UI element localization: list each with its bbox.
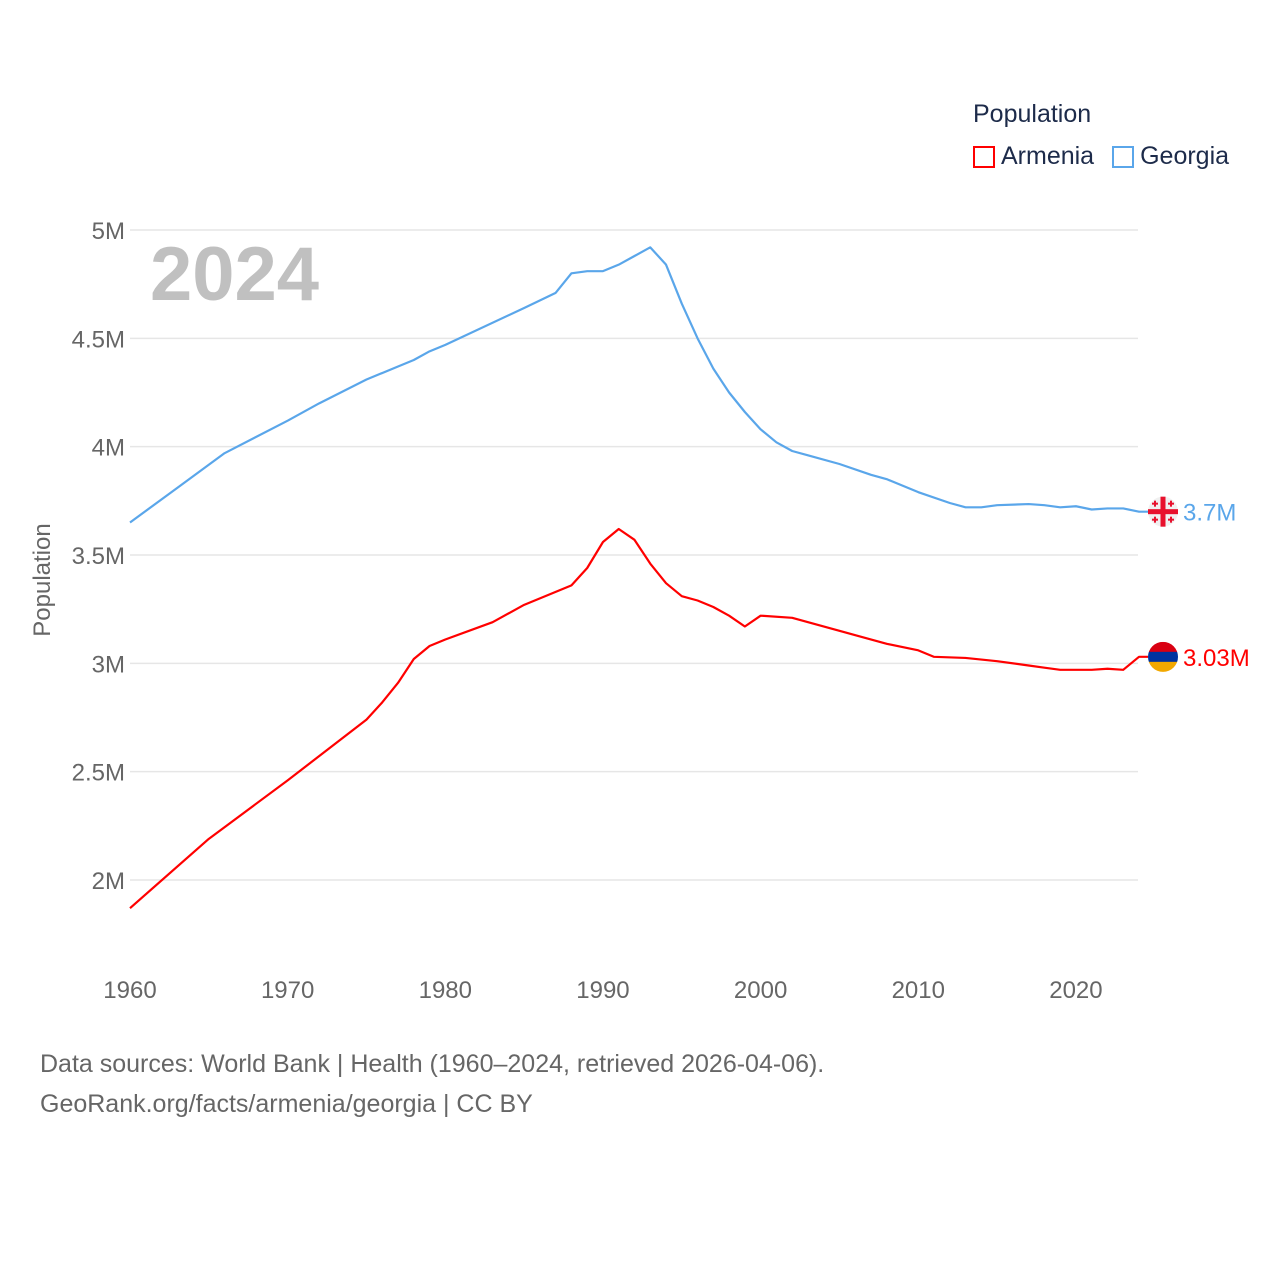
x-tick-label: 2020 <box>1049 977 1102 1004</box>
data-sources: Data sources: World Bank | Health (1960–… <box>40 1050 825 1078</box>
x-tick-label: 2010 <box>892 977 945 1004</box>
y-tick-label: 4M <box>92 435 125 462</box>
year-label: 2024 <box>150 232 319 317</box>
armenia-flag-icon <box>1148 641 1178 672</box>
armenia-swatch <box>973 145 995 168</box>
georgia-flag-icon <box>1148 496 1178 527</box>
x-tick-label: 1960 <box>103 977 156 1004</box>
y-tick-label: 3.5M <box>72 543 125 570</box>
y-tick-label: 5M <box>92 218 125 245</box>
x-tick-label: 1970 <box>261 977 314 1004</box>
legend-item-armenia[interactable]: Armenia <box>973 142 1094 171</box>
y-tick-label: 2.5M <box>72 760 125 787</box>
legend-item-georgia[interactable]: Georgia <box>1112 142 1229 171</box>
y-tick-label: 3M <box>92 651 125 678</box>
series-line-armenia <box>129 527 1148 909</box>
x-tick-label: 2000 <box>734 977 787 1004</box>
end-value-label: 3.7M <box>1183 500 1236 527</box>
y-tick-label: 4.5M <box>72 326 125 353</box>
series-line-georgia <box>129 246 1148 524</box>
y-tick-label: 2M <box>92 868 125 895</box>
footer: Data sources: World Bank | Health (1960–… <box>40 1044 824 1124</box>
georgia-swatch <box>1112 145 1135 168</box>
x-tick-label: 1980 <box>419 977 472 1004</box>
x-tick-label: 1990 <box>576 977 629 1004</box>
legend-label: Armenia <box>1001 142 1095 170</box>
legend: Armenia Georgia <box>973 142 1229 171</box>
source-link[interactable]: GeoRank.org/facts/armenia/georgia | CC B… <box>40 1090 533 1118</box>
end-value-label: 3.03M <box>1183 645 1250 672</box>
legend-label: Georgia <box>1140 142 1230 170</box>
legend-title: Population <box>973 100 1092 128</box>
y-axis-label: Population <box>29 523 56 636</box>
